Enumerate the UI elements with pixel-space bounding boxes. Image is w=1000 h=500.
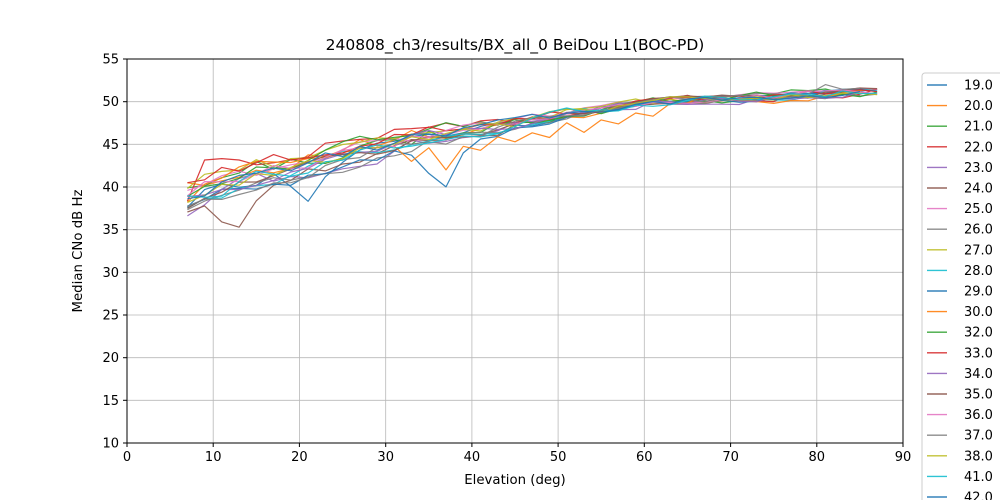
legend-label: 35.0 [964,388,993,403]
plot-border [126,58,904,444]
y-tick-label: 25 [102,309,119,324]
legend-item-29.0: 29.0 [927,285,993,300]
legend-item-37.0: 37.0 [927,429,993,444]
legend-label: 28.0 [964,264,993,279]
grid [126,58,904,444]
legend-label: 29.0 [964,285,993,300]
legend-item-26.0: 26.0 [927,223,993,238]
x-tick-label: 50 [550,450,567,465]
legend-item-41.0: 41.0 [927,470,993,485]
legend-label: 37.0 [964,429,993,444]
x-tick-label: 70 [722,450,739,465]
x-tick-label: 60 [636,450,653,465]
series-line-28.0 [187,88,878,209]
y-tick-label: 10 [102,437,119,452]
legend-label: 32.0 [964,326,993,341]
legend-label: 30.0 [964,305,993,320]
legend-item-33.0: 33.0 [927,346,993,361]
legend-item-20.0: 20.0 [927,99,993,114]
series-line-41.0 [187,90,878,198]
legend-label: 41.0 [964,470,993,485]
y-tick-label: 30 [102,266,119,281]
legend-item-25.0: 25.0 [927,202,993,217]
legend-label: 20.0 [964,99,993,114]
y-tick-label: 45 [102,138,119,153]
series-line-35.0 [187,87,878,209]
y-axis-label: Median CNo dB Hz [71,190,86,313]
legend-label: 21.0 [964,120,993,135]
legend-label: 22.0 [964,140,993,155]
y-tick-label: 20 [102,351,119,366]
legend-item-32.0: 32.0 [927,326,993,341]
x-tick-label: 30 [377,450,394,465]
legend-item-21.0: 21.0 [927,120,993,135]
y-tick-label: 50 [102,95,119,110]
legend-label: 19.0 [964,79,993,94]
legend: 19.0 20.0 21.0 22.0 23.0 24.0 25.0 26.0 27.0 28.0… [921,72,1000,500]
y-tick-label: 55 [102,53,119,68]
legend-label: 36.0 [964,408,993,423]
y-tick-label: 35 [102,223,119,238]
series-line-37.0 [187,84,860,207]
legend-item-36.0: 36.0 [927,408,993,423]
y-tick-label: 40 [102,181,119,196]
series-lines [186,84,878,228]
legend-label: 23.0 [964,161,993,176]
x-tick-label: 10 [205,450,222,465]
legend-item-19.0: 19.0 [927,79,993,94]
axis-ticks: 0 10 20 30 40 50 60 70 80 90 10 15 20 25 30 35 40 45 50 55 [102,53,911,466]
legend-item-42.0: 42.0 [927,491,993,500]
x-tick-label: 0 [123,450,131,465]
x-tick-label: 90 [895,450,912,465]
legend-item-30.0: 30.0 [927,305,993,320]
legend-item-38.0: 38.0 [927,449,993,464]
legend-item-23.0: 23.0 [927,161,993,176]
x-tick-label: 80 [809,450,826,465]
series-line-26.0 [187,92,878,211]
legend-label: 25.0 [964,202,993,217]
legend-label: 24.0 [964,182,993,197]
legend-box [921,72,1000,500]
legend-label: 27.0 [964,243,993,258]
legend-item-34.0: 34.0 [927,367,993,382]
x-tick-label: 20 [291,450,308,465]
x-axis-label: Elevation (deg) [464,473,565,488]
legend-item-22.0: 22.0 [927,140,993,155]
legend-item-27.0: 27.0 [927,243,993,258]
legend-label: 42.0 [964,491,993,500]
legend-item-35.0: 35.0 [927,388,993,403]
series-line-19.0 [186,88,878,208]
legend-label: 26.0 [964,223,993,238]
legend-item-24.0: 24.0 [927,182,993,197]
x-tick-label: 40 [464,450,481,465]
series-line-36.0 [187,89,878,197]
series-line-42.0 [187,90,861,200]
legend-label: 38.0 [964,449,993,464]
series-line-29.0 [187,88,878,207]
legend-item-28.0: 28.0 [927,264,993,279]
series-line-23.0 [187,91,878,217]
legend-label: 34.0 [964,367,993,382]
legend-label: 33.0 [964,346,993,361]
series-line-34.0 [187,91,861,198]
y-tick-label: 15 [102,394,119,409]
chart-title: 240808_ch3/results/BX_all_0 BeiDou L1(BO… [326,36,705,55]
series-line-22.0 [186,88,878,202]
